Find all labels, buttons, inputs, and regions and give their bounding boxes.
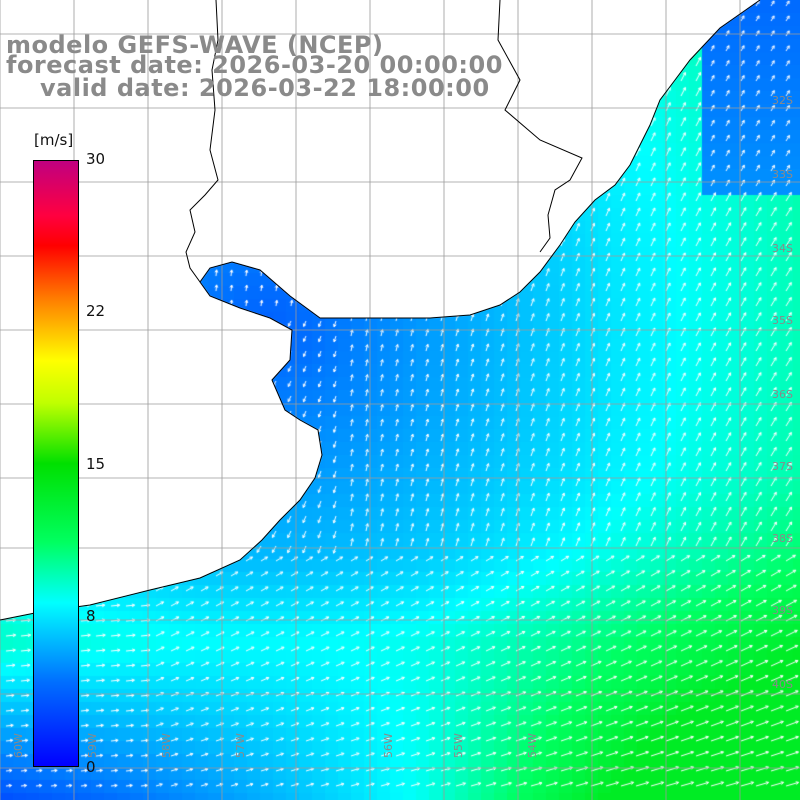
longitude-label: 54W	[526, 733, 539, 758]
latitude-label: 40S	[772, 678, 793, 691]
latitude-label: 37S	[772, 460, 793, 473]
longitude-label: 59W	[86, 733, 99, 758]
latitude-label: 38S	[772, 532, 793, 545]
valid-date: valid date: 2026-03-22 18:00:00	[40, 74, 490, 102]
coastline	[0, 0, 761, 621]
longitude-label: 55W	[452, 733, 465, 758]
longitude-label: 58W	[160, 733, 173, 758]
colorbar-tick-label: 22	[86, 302, 106, 320]
colorbar-unit: [m/s]	[34, 131, 74, 149]
longitude-label: 57W	[234, 733, 247, 758]
colorbar	[33, 160, 79, 767]
colorbar-tick-label: 8	[86, 607, 96, 625]
forecast-date: forecast date: 2026-03-20 00:00:00	[6, 51, 503, 79]
country-border	[185, 0, 219, 283]
latitude-label: 39S	[772, 604, 793, 617]
longitude-label: 56W	[382, 733, 395, 758]
longitude-label: 60W	[12, 733, 25, 758]
latitude-label: 33S	[772, 168, 793, 181]
country-border	[497, 0, 583, 253]
colorbar-tick-label: 0	[86, 758, 96, 776]
latitude-label: 32S	[772, 94, 793, 107]
model-title: modelo GEFS-WAVE (NCEP)	[6, 31, 384, 59]
colorbar-tick-label: 15	[86, 455, 106, 473]
latitude-label: 35S	[772, 314, 793, 327]
latitude-label: 36S	[772, 388, 793, 401]
colorbar-tick-label: 30	[86, 150, 106, 168]
latitude-label: 34S	[772, 242, 793, 255]
